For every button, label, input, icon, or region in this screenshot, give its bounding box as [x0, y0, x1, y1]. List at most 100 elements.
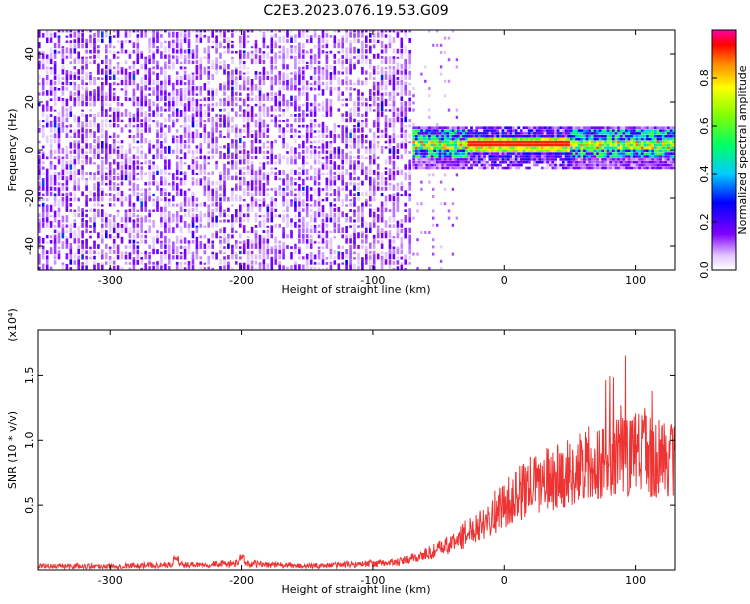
heatmap-cell — [125, 40, 128, 43]
heatmap-cell — [565, 126, 568, 129]
heatmap-cell — [338, 207, 341, 212]
heatmap-cell — [204, 110, 207, 117]
heatmap-cell — [489, 149, 492, 152]
heatmap-cell — [502, 158, 505, 161]
heatmap-cell — [156, 61, 159, 64]
heatmap-cell — [345, 98, 348, 101]
heatmap-cell — [137, 141, 140, 144]
heatmap-cell — [389, 70, 392, 75]
heatmap-cell — [77, 69, 80, 75]
heatmap-cell — [538, 144, 541, 147]
heatmap-cell — [449, 161, 452, 164]
heatmap-cell — [148, 175, 151, 181]
heatmap-cell — [345, 111, 348, 117]
heatmap-cell — [196, 54, 199, 59]
heatmap-cell — [215, 128, 218, 133]
heatmap-cell — [345, 186, 348, 191]
heatmap-cell — [196, 145, 199, 148]
heatmap-cell — [77, 90, 80, 95]
heatmap-cell — [504, 155, 507, 158]
heatmap-cell — [338, 263, 341, 270]
heatmap-cell — [306, 125, 309, 128]
heatmap-cell — [357, 102, 360, 107]
heatmap-cell — [274, 109, 277, 112]
heatmap-cell — [219, 171, 222, 175]
heatmap-cell — [460, 138, 463, 141]
heatmap-cell — [282, 85, 285, 91]
heatmap-cell — [125, 262, 128, 265]
heatmap-cell — [77, 245, 80, 249]
heatmap-cell — [314, 119, 317, 122]
heatmap-cell — [184, 33, 187, 37]
heatmap-cell — [554, 164, 557, 167]
heatmap-cell — [58, 187, 61, 191]
heatmap-cell — [207, 81, 210, 85]
heatmap-cell — [361, 181, 364, 186]
heatmap-cell — [50, 26, 53, 33]
heatmap-cell — [259, 221, 262, 228]
heatmap-cell — [117, 62, 120, 64]
heatmap-cell — [373, 158, 376, 164]
heatmap-cell — [97, 55, 100, 59]
heatmap-cell — [586, 147, 589, 150]
heatmap-cell — [140, 235, 143, 239]
heatmap-cell — [93, 256, 96, 260]
heatmap-cell — [628, 147, 631, 150]
heatmap-cell — [552, 144, 555, 147]
heatmap-cell — [670, 158, 673, 161]
heatmap-cell — [204, 176, 207, 180]
heatmap-cell — [176, 155, 179, 159]
heatmap-cell — [176, 211, 179, 217]
heatmap-cell — [334, 198, 337, 201]
heatmap-cell — [168, 259, 171, 264]
heatmap-cell — [523, 155, 526, 158]
heatmap-cell — [58, 182, 61, 185]
heatmap-cell — [665, 132, 668, 135]
heatmap-cell — [294, 46, 297, 49]
heatmap-cell — [630, 152, 633, 155]
heatmap-cell — [89, 143, 92, 149]
heatmap-cell — [81, 146, 84, 149]
heatmap-cell — [338, 58, 341, 64]
heatmap-cell — [54, 235, 57, 239]
heatmap-cell — [77, 198, 80, 202]
heatmap-cell — [306, 62, 309, 64]
heatmap-cell — [654, 132, 657, 135]
heatmap-cell — [298, 264, 301, 270]
heatmap-cell — [528, 144, 531, 147]
heatmap-cell — [523, 149, 526, 152]
heatmap-cell — [596, 141, 599, 144]
heatmap-cell — [449, 138, 452, 141]
heatmap-cell — [156, 46, 159, 48]
heatmap-cell — [204, 250, 207, 254]
heatmap-cell — [140, 138, 143, 143]
heatmap-cell — [62, 197, 65, 201]
heatmap-cell — [544, 138, 547, 141]
heatmap-cell — [113, 51, 116, 53]
heatmap-cell — [274, 33, 277, 37]
heatmap-cell — [465, 135, 468, 138]
heatmap-cell — [105, 253, 108, 260]
heatmap-cell — [657, 138, 660, 141]
heatmap-cell — [357, 148, 360, 153]
heatmap-cell — [483, 161, 486, 164]
heatmap-cell — [412, 129, 415, 132]
heatmap-cell — [294, 35, 297, 38]
heatmap-cell — [267, 93, 270, 96]
heatmap-cell — [483, 129, 486, 132]
heatmap-cell — [152, 66, 155, 69]
heatmap-cell — [223, 175, 226, 180]
heatmap-cell — [105, 92, 108, 96]
heatmap-cell — [662, 152, 665, 155]
heatmap-cell — [596, 164, 599, 167]
heatmap-cell — [54, 116, 57, 122]
heatmap-cell — [247, 170, 250, 175]
heatmap-cell — [188, 49, 191, 54]
heatmap-cell — [133, 147, 136, 149]
heatmap-cell — [129, 217, 132, 223]
heatmap-cell — [393, 236, 396, 238]
heatmap-cell — [326, 233, 329, 238]
heatmap-cell — [70, 198, 73, 202]
heatmap-cell — [381, 130, 384, 133]
heatmap-cell — [148, 160, 151, 165]
